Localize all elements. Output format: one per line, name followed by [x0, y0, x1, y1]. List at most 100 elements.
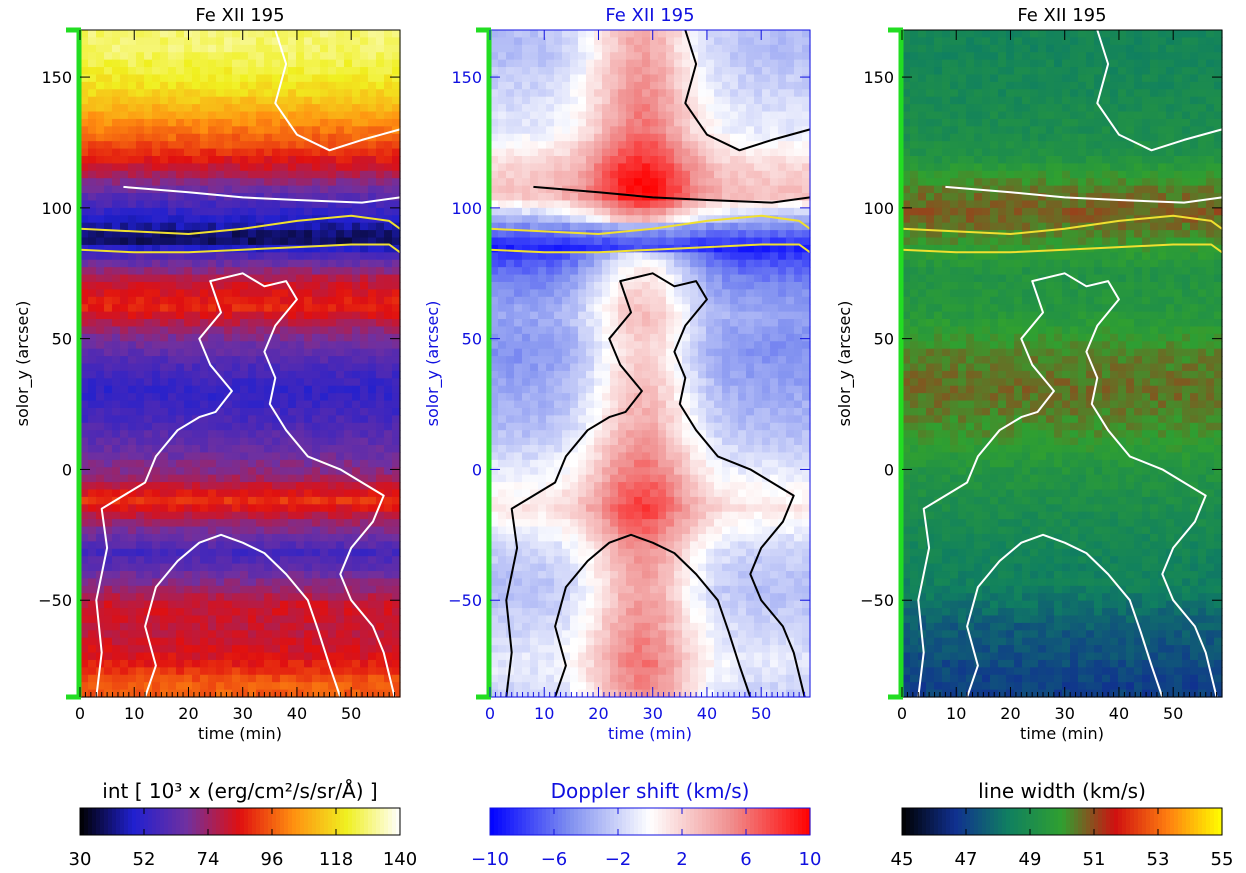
colorbar-segment: [506, 808, 511, 835]
colorbar-segment: [1094, 808, 1099, 835]
x-tick-label: 0: [75, 704, 85, 723]
colorbar-segment: [388, 808, 393, 835]
colorbar-segment: [674, 808, 679, 835]
y-tick-label: 100: [41, 199, 72, 218]
colorbar-segment: [530, 808, 535, 835]
colorbar-segment: [192, 808, 197, 835]
colorbar-segment: [758, 808, 763, 835]
colorbar-segment: [962, 808, 967, 835]
colorbar-segment: [634, 808, 639, 835]
colorbar-segment: [1122, 808, 1127, 835]
y-tick-label: 50: [462, 330, 482, 349]
colorbar-segment: [244, 808, 249, 835]
colorbar-segment: [1062, 808, 1067, 835]
colorbar-segment: [240, 808, 245, 835]
y-tick-label: −50: [448, 591, 482, 610]
colorbar-segment: [682, 808, 687, 835]
contour-line: [144, 533, 342, 698]
colorbar-segment: [1030, 808, 1035, 835]
colorbar-segment: [332, 808, 337, 835]
contour-line: [684, 29, 811, 152]
colorbar-segment: [272, 808, 277, 835]
colorbar-segment: [1118, 808, 1123, 835]
colorbar-segment: [380, 808, 385, 835]
colorbar-segment: [100, 808, 105, 835]
colorbar-segment: [498, 808, 503, 835]
colorbar-segment: [328, 808, 333, 835]
colorbar-segment: [1006, 808, 1011, 835]
colorbar-segment: [152, 808, 157, 835]
loop-boundary-line: [79, 214, 401, 235]
contour-line: [554, 533, 752, 698]
y-axis-label: solor_y (arcsec): [423, 301, 443, 427]
colorbar-segment: [642, 808, 647, 835]
colorbar-label: line width (km/s): [978, 779, 1146, 803]
y-tick-label: −50: [860, 591, 894, 610]
colorbar-segment: [92, 808, 97, 835]
colorbar-segment: [790, 808, 795, 835]
colorbar-segment: [292, 808, 297, 835]
colorbar-segment: [1098, 808, 1103, 835]
colorbar-segment: [132, 808, 137, 835]
colorbar-tick-label: 52: [133, 849, 156, 870]
colorbar-segment: [104, 808, 109, 835]
colorbar-segment: [494, 808, 499, 835]
colorbar-segment: [212, 808, 217, 835]
colorbar-tick-label: 6: [740, 849, 751, 870]
colorbar-segment: [1210, 808, 1215, 835]
colorbar-segment: [256, 808, 261, 835]
loop-boundary-line: [489, 243, 811, 254]
heatmap-cells: [80, 30, 401, 698]
colorbar-segment: [372, 808, 377, 835]
colorbar-segment: [1142, 808, 1147, 835]
y-tick-label: 0: [62, 460, 72, 479]
colorbar-segment: [806, 808, 811, 835]
colorbar-segment: [112, 808, 117, 835]
colorbar-segment: [128, 808, 133, 835]
colorbar-segment: [1106, 808, 1111, 835]
x-axis-label: time (min): [1020, 724, 1104, 743]
panel-1: 0 10 20 30 40 50 −50 0 50 100 150 Fe XII 195 time (m…: [13, 5, 417, 870]
colorbar-segment: [204, 808, 209, 835]
colorbar-segment: [1114, 808, 1119, 835]
colorbar-segment: [946, 808, 951, 835]
colorbar-segment: [610, 808, 615, 835]
y-tick-label: 0: [472, 460, 482, 479]
x-tick-label: 50: [751, 704, 771, 723]
colorbar-segment: [786, 808, 791, 835]
y-tick-label: 150: [451, 68, 482, 87]
chart-title: Fe XII 195: [195, 5, 284, 26]
colorbar-segment: [626, 808, 631, 835]
colorbar-segment: [168, 808, 173, 835]
colorbar-segment: [654, 808, 659, 835]
colorbar-segment: [172, 808, 177, 835]
colorbar-segment: [746, 808, 751, 835]
colorbar-segment: [396, 808, 401, 835]
x-tick-label: 20: [178, 704, 198, 723]
colorbar-segment: [542, 808, 547, 835]
colorbar-segment: [236, 808, 241, 835]
colorbar-segment: [754, 808, 759, 835]
x-tick-label: 10: [124, 704, 144, 723]
colorbar-segment: [316, 808, 321, 835]
colorbar-segment: [364, 808, 369, 835]
colorbar-segment: [966, 808, 971, 835]
colorbar-segment: [1082, 808, 1087, 835]
colorbar-segment: [722, 808, 727, 835]
colorbar-segment: [1110, 808, 1115, 835]
colorbar-segment: [1050, 808, 1055, 835]
x-tick-label: 10: [946, 704, 966, 723]
colorbar-segment: [1202, 808, 1207, 835]
colorbar: 30 52 74 96 118 140 int [ 10³ x (erg/cm²/s/sr/…: [69, 779, 418, 870]
y-tick-label: 150: [863, 68, 894, 87]
colorbar-segment: [1130, 808, 1135, 835]
colorbar-segment: [144, 808, 149, 835]
contour-line: [123, 185, 401, 204]
colorbar-segment: [646, 808, 651, 835]
colorbar-segment: [994, 808, 999, 835]
colorbar-segment: [384, 808, 389, 835]
colorbar-segment: [124, 808, 129, 835]
colorbar-segment: [284, 808, 289, 835]
colorbar-segment: [902, 808, 907, 835]
colorbar-segment: [392, 808, 397, 835]
